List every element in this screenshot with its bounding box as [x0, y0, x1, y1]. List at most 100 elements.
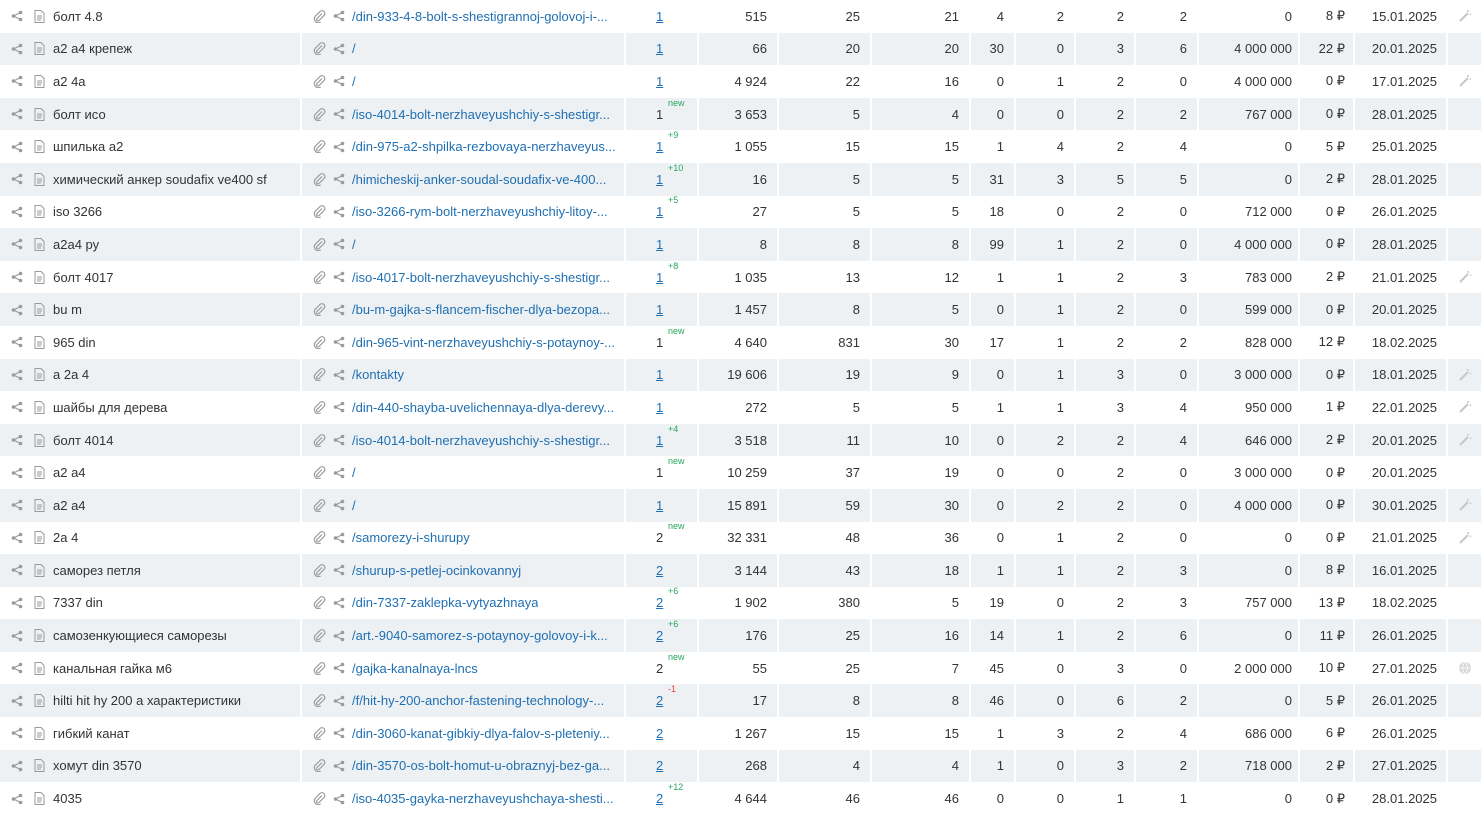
page-icon[interactable] — [32, 792, 46, 806]
keyword-text[interactable]: а2 а4 — [53, 497, 86, 513]
url-link[interactable]: / — [352, 236, 356, 252]
magic-wand-icon[interactable] — [1458, 400, 1472, 414]
url-link[interactable]: /iso-3266-rym-bolt-nerzhaveyushchiy-lito… — [352, 204, 608, 220]
page-icon[interactable] — [32, 9, 46, 23]
page-icon[interactable] — [32, 140, 46, 154]
share-icon[interactable] — [10, 107, 24, 121]
paperclip-icon[interactable] — [312, 368, 326, 382]
keyword-text[interactable]: iso 3266 — [53, 204, 103, 220]
page-icon[interactable] — [32, 726, 46, 740]
share-icon[interactable] — [10, 531, 24, 545]
url-link[interactable]: /samorezy-i-shurupy — [352, 530, 470, 546]
keyword-text[interactable]: 4035 — [53, 791, 82, 807]
position-value[interactable]: 1 new — [656, 98, 685, 122]
paperclip-icon[interactable] — [312, 466, 326, 480]
share-icon[interactable] — [332, 498, 346, 512]
magic-wand-icon[interactable] — [1458, 531, 1472, 545]
share-icon[interactable] — [10, 74, 24, 88]
page-icon[interactable] — [32, 694, 46, 708]
share-icon[interactable] — [10, 205, 24, 219]
position-value[interactable]: 1 new — [656, 456, 685, 480]
magic-wand-icon[interactable] — [1458, 270, 1472, 284]
position-value[interactable]: 1 — [656, 41, 663, 56]
share-icon[interactable] — [332, 368, 346, 382]
url-link[interactable]: /art.-9040-samorez-s-potaynoy-golovoy-i-… — [352, 628, 608, 644]
keyword-text[interactable]: шайбы для дерева — [53, 399, 168, 415]
share-icon[interactable] — [10, 42, 24, 56]
position-value[interactable]: 2 +12 — [656, 782, 683, 806]
position-value[interactable]: 2 +6 — [656, 587, 678, 611]
share-icon[interactable] — [332, 400, 346, 414]
magic-wand-icon[interactable] — [1458, 498, 1472, 512]
keyword-text[interactable]: саморез петля — [53, 562, 141, 578]
page-icon[interactable] — [32, 531, 46, 545]
paperclip-icon[interactable] — [312, 759, 326, 773]
share-icon[interactable] — [10, 694, 24, 708]
share-icon[interactable] — [10, 661, 24, 675]
url-link[interactable]: /din-3060-kanat-gibkiy-dlya-falov-s-plet… — [352, 725, 610, 741]
share-icon[interactable] — [332, 237, 346, 251]
paperclip-icon[interactable] — [312, 531, 326, 545]
keyword-text[interactable]: хомут din 3570 — [53, 758, 142, 774]
url-link[interactable]: /din-3570-os-bolt-homut-u-obraznyj-bez-g… — [352, 758, 610, 774]
url-link[interactable]: / — [352, 41, 356, 57]
url-link[interactable]: /f/hit-hy-200-anchor-fastening-technolog… — [352, 693, 605, 709]
paperclip-icon[interactable] — [312, 205, 326, 219]
page-icon[interactable] — [32, 237, 46, 251]
position-value[interactable]: 1 — [656, 400, 663, 415]
share-icon[interactable] — [332, 596, 346, 610]
page-icon[interactable] — [32, 661, 46, 675]
page-icon[interactable] — [32, 400, 46, 414]
paperclip-icon[interactable] — [312, 694, 326, 708]
url-link[interactable]: /din-440-shayba-uvelichennaya-dlya-derev… — [352, 399, 615, 415]
share-icon[interactable] — [10, 140, 24, 154]
position-value[interactable]: 1 +4 — [656, 424, 678, 448]
keyword-text[interactable]: 2а 4 — [53, 530, 79, 546]
position-value[interactable]: 1 +9 — [656, 130, 678, 154]
share-icon[interactable] — [10, 172, 24, 186]
url-link[interactable]: /din-975-a2-shpilka-rezbovaya-nerzhaveyu… — [352, 139, 616, 155]
page-icon[interactable] — [32, 629, 46, 643]
url-link[interactable]: /iso-4014-bolt-nerzhaveyushchiy-s-shesti… — [352, 432, 610, 448]
keyword-text[interactable]: болт исо — [53, 106, 106, 122]
paperclip-icon[interactable] — [312, 74, 326, 88]
share-icon[interactable] — [332, 74, 346, 88]
keyword-text[interactable]: hilti hit hy 200 a характеристики — [53, 693, 242, 709]
position-value[interactable]: 1 +10 — [656, 163, 683, 187]
share-icon[interactable] — [332, 694, 346, 708]
url-link[interactable]: /gajka-kanalnaya-lncs — [352, 660, 478, 676]
page-icon[interactable] — [32, 42, 46, 56]
paperclip-icon[interactable] — [312, 661, 326, 675]
url-link[interactable]: /din-7337-zaklepka-vytyazhnaya — [352, 595, 539, 611]
paperclip-icon[interactable] — [312, 9, 326, 23]
share-icon[interactable] — [10, 726, 24, 740]
page-icon[interactable] — [32, 433, 46, 447]
position-value[interactable]: 1 +8 — [656, 261, 678, 285]
keyword-text[interactable]: гибкий канат — [53, 725, 130, 741]
paperclip-icon[interactable] — [312, 107, 326, 121]
keyword-text[interactable]: болт 4017 — [53, 269, 114, 285]
share-icon[interactable] — [332, 563, 346, 577]
share-icon[interactable] — [332, 531, 346, 545]
share-icon[interactable] — [10, 759, 24, 773]
globe-icon[interactable] — [1458, 661, 1472, 675]
share-icon[interactable] — [10, 237, 24, 251]
paperclip-icon[interactable] — [312, 563, 326, 577]
share-icon[interactable] — [10, 466, 24, 480]
url-link[interactable]: /shurup-s-petlej-ocinkovannyj — [352, 562, 522, 578]
url-link[interactable]: /iso-4017-bolt-nerzhaveyushchiy-s-shesti… — [352, 269, 610, 285]
url-link[interactable]: / — [352, 465, 356, 481]
url-link[interactable]: /iso-4035-gayka-nerzhaveyushchaya-shesti… — [352, 791, 614, 807]
url-link[interactable]: /din-933-4-8-bolt-s-shestigrannoj-golovo… — [352, 8, 608, 24]
share-icon[interactable] — [10, 400, 24, 414]
page-icon[interactable] — [32, 303, 46, 317]
keyword-text[interactable]: а2 4а — [53, 73, 86, 89]
position-value[interactable]: 2 — [656, 758, 663, 773]
position-value[interactable]: 1 — [656, 9, 663, 24]
share-icon[interactable] — [10, 270, 24, 284]
paperclip-icon[interactable] — [312, 303, 326, 317]
paperclip-icon[interactable] — [312, 596, 326, 610]
keyword-text[interactable]: шпилька а2 — [53, 139, 124, 155]
keyword-text[interactable]: болт 4014 — [53, 432, 114, 448]
magic-wand-icon[interactable] — [1458, 433, 1472, 447]
